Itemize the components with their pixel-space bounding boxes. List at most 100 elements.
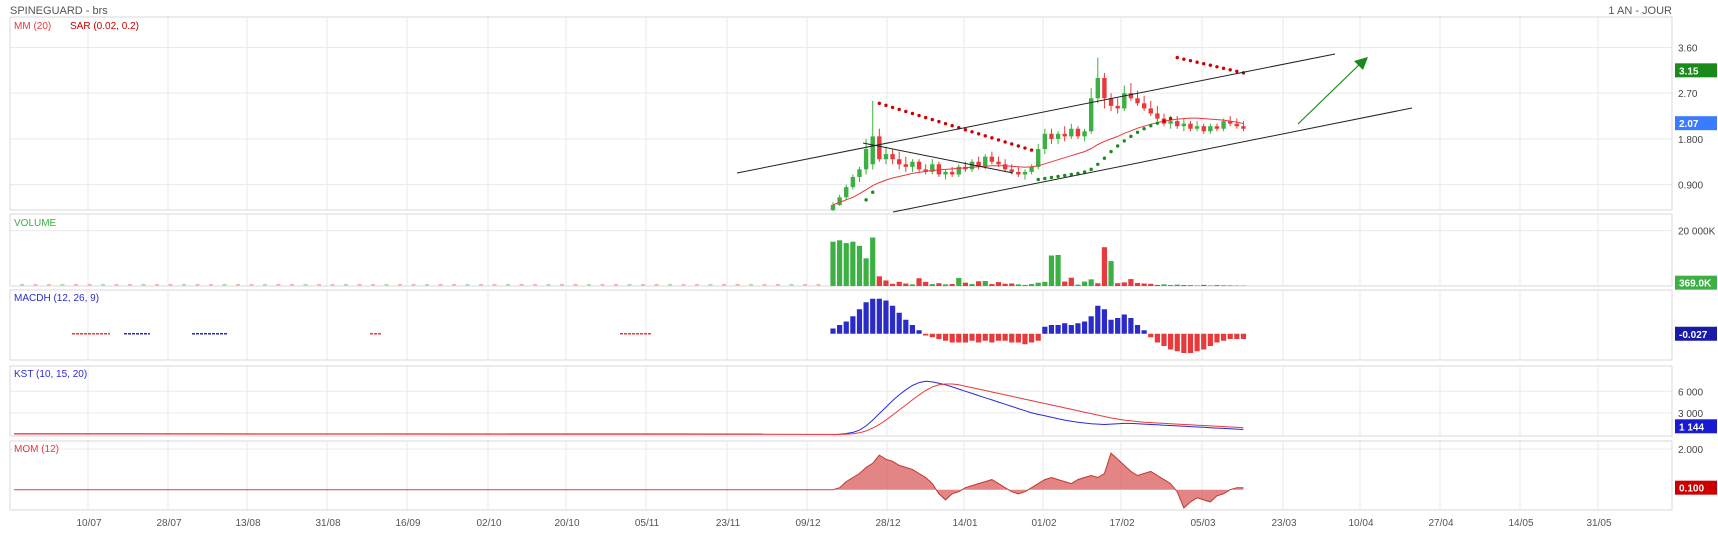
volume-history-tick: [817, 284, 821, 286]
sar-dot: [1030, 148, 1033, 151]
volume-bar: [1095, 283, 1100, 286]
candle-body: [1188, 124, 1192, 129]
volume-bar: [850, 242, 855, 286]
candle-body: [1208, 126, 1212, 131]
candle-body: [1036, 149, 1040, 167]
macdh-bar: [1036, 334, 1041, 341]
volume-history-tick: [668, 284, 672, 286]
macdh-bar: [1069, 325, 1074, 334]
volume-history-tick: [790, 284, 794, 286]
candle-body: [904, 164, 908, 167]
volume-bar: [1142, 284, 1147, 286]
macdh-bar: [923, 334, 928, 336]
candle-body: [1175, 121, 1179, 126]
macdh-bar: [1188, 334, 1193, 353]
candle-body: [1221, 121, 1225, 129]
sar-dot: [1017, 144, 1020, 147]
candle-body: [983, 157, 987, 167]
volume-history-tick: [155, 284, 159, 286]
volume-history-tick: [479, 284, 483, 286]
candle-body: [1142, 103, 1146, 108]
candle-body: [897, 159, 901, 164]
kst-badge: 1 144: [1679, 422, 1704, 433]
candle-body: [1003, 164, 1007, 169]
volume-history-tick: [101, 284, 105, 286]
trend-line[interactable]: [737, 54, 1335, 173]
macdh-bar: [870, 299, 875, 334]
volume-history-tick: [263, 284, 267, 286]
candle-body: [884, 154, 888, 159]
macdh-bar: [1128, 318, 1133, 334]
kst-tick-label: 6 000: [1678, 387, 1703, 398]
volume-bar: [1228, 285, 1233, 286]
period-label[interactable]: 1 AN - JOUR: [1608, 5, 1672, 17]
volume-history-tick: [574, 284, 578, 286]
candle-body: [831, 205, 835, 210]
macdh-bar: [1168, 334, 1173, 350]
x-tick-label: 10/07: [76, 518, 101, 529]
volume-history-tick: [628, 284, 632, 286]
mom-badge: 0.100: [1679, 484, 1704, 495]
sar-dot: [944, 122, 947, 125]
volume-bar: [1102, 247, 1107, 286]
macdh-bar: [1082, 322, 1087, 334]
panel-frame: [10, 17, 1672, 210]
volume-bar: [1201, 285, 1206, 286]
sar-dot: [1142, 127, 1145, 130]
last-price-badge: 3.15: [1679, 66, 1699, 77]
macdh-bar: [936, 334, 941, 339]
volume-bar: [1082, 282, 1087, 286]
mom-title: MOM (12): [14, 444, 59, 455]
sar-dot: [1063, 174, 1066, 177]
volume-bar: [1049, 256, 1054, 286]
macdh-bar: [916, 330, 921, 334]
volume-history-tick: [587, 284, 591, 286]
macdh-bar: [1142, 330, 1147, 334]
macdh-bar: [1089, 316, 1094, 334]
volume-bar: [983, 281, 988, 286]
sar-dot: [917, 114, 920, 117]
candle-body: [1149, 108, 1153, 113]
price-tick-label: 3.60: [1678, 43, 1698, 54]
volume-bar: [1155, 285, 1160, 286]
volume-bar: [956, 278, 961, 286]
x-tick-label: 16/09: [395, 518, 420, 529]
sar-dot: [1043, 177, 1046, 180]
macdh-bar: [830, 329, 835, 334]
candle-body: [910, 162, 914, 167]
candle-body: [1109, 98, 1113, 106]
volume-history-tick: [142, 284, 146, 286]
volume-bar: [1115, 283, 1120, 286]
macdh-bar: [963, 334, 968, 343]
chart-title: SPINEGUARD - brs: [10, 5, 108, 17]
sar-dot: [1050, 176, 1053, 179]
volume-history-tick: [398, 284, 402, 286]
macdh-bar: [1075, 323, 1080, 334]
ma-legend: MM (20): [14, 21, 51, 32]
macdh-bar: [1195, 334, 1200, 352]
candle-body: [1135, 98, 1139, 103]
macdh-bar: [1102, 309, 1107, 334]
macdh-bar: [877, 299, 882, 334]
macdh-bar: [983, 334, 988, 341]
volume-bar: [950, 284, 955, 286]
candle-body: [1102, 78, 1106, 98]
macdh-bar: [837, 325, 842, 334]
sar-dot: [1116, 144, 1119, 147]
volume-bar: [910, 284, 915, 286]
volume-bar: [1214, 285, 1219, 286]
x-tick-label: 28/07: [156, 518, 181, 529]
sar-dot: [878, 102, 881, 105]
macdh-bar: [956, 334, 961, 343]
volume-history-tick: [385, 284, 389, 286]
x-tick-label: 23/11: [716, 518, 741, 529]
mom-tick-label: 2.000: [1678, 445, 1703, 456]
volume-bar: [936, 283, 941, 286]
sar-dot: [964, 128, 967, 131]
volume-bar: [930, 284, 935, 286]
candle-body: [1049, 134, 1053, 139]
volume-history-tick: [290, 284, 294, 286]
sar-dot: [1123, 139, 1126, 142]
macdh-bar: [1234, 334, 1239, 339]
price-tick-label: 0.900: [1678, 181, 1703, 192]
